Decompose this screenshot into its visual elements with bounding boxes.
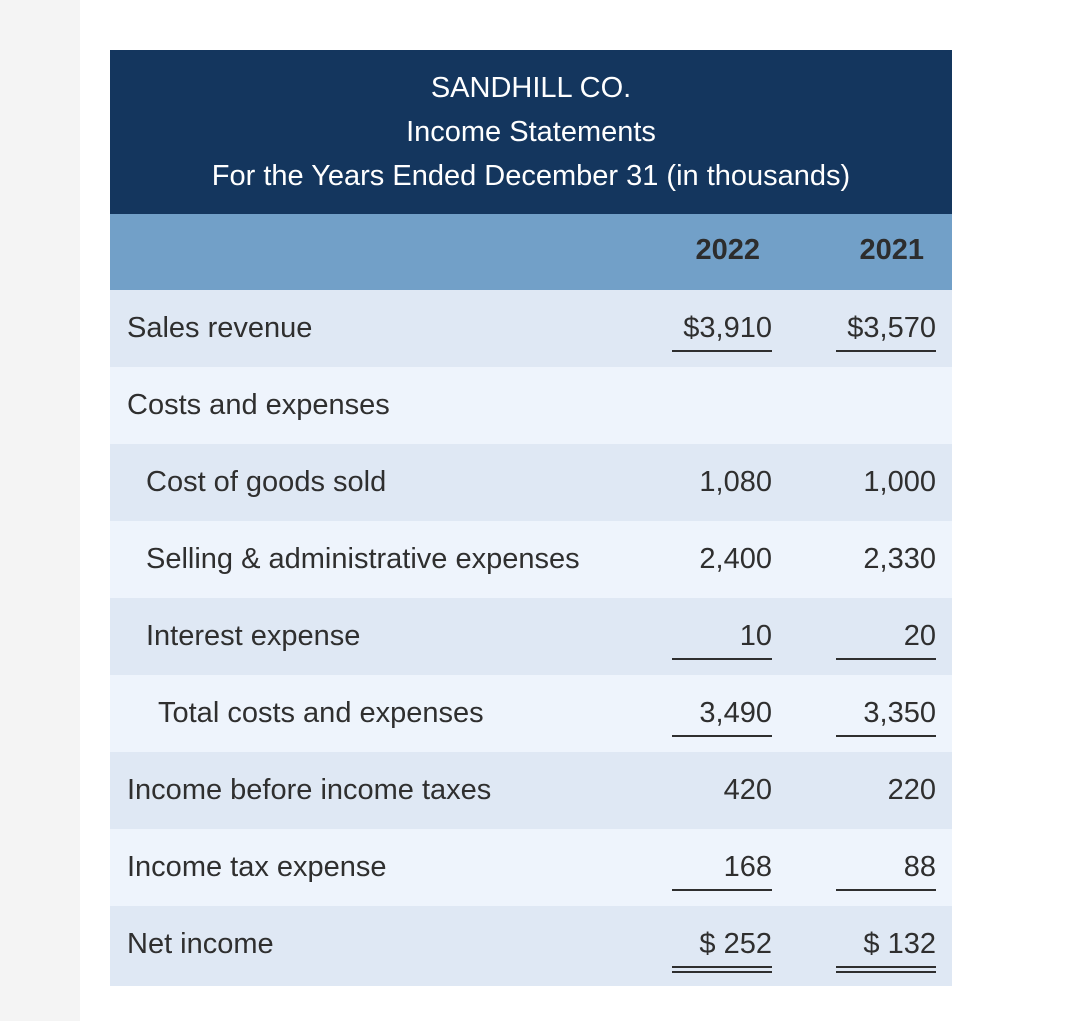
- row-label: Interest expense: [146, 620, 361, 652]
- column-header-row: 2022 2021: [110, 214, 952, 290]
- row-label: Costs and expenses: [127, 389, 390, 421]
- company-name: SANDHILL CO.: [430, 72, 632, 104]
- value-2021: 220: [887, 774, 936, 806]
- value-2022: $3,910: [683, 312, 772, 344]
- table-row: Sales revenue $3,910 $3,570: [110, 290, 952, 367]
- double-underline-rule: [836, 966, 936, 973]
- row-label: Total costs and expenses: [158, 697, 484, 729]
- table-row: Selling & administrative expenses 2,400 …: [110, 521, 952, 598]
- value-2021: 20: [903, 620, 936, 652]
- underline-rule: [836, 889, 936, 891]
- value-2022: 3,490: [699, 697, 772, 729]
- statement-period: For the Years Ended December 31 (in thou…: [211, 160, 851, 192]
- value-2022: 168: [723, 851, 772, 883]
- row-label: Cost of goods sold: [146, 466, 387, 498]
- column-header-2021: 2021: [859, 234, 924, 266]
- statement-title: Income Statements: [406, 116, 656, 148]
- value-2022: 10: [739, 620, 772, 652]
- value-2021: $ 132: [863, 928, 936, 960]
- table-row: Income before income taxes 420 220: [110, 752, 952, 829]
- table-row: Net income $ 252 $ 132: [110, 906, 952, 986]
- underline-rule: [836, 658, 936, 660]
- row-label: Sales revenue: [127, 312, 313, 344]
- row-label: Income before income taxes: [127, 774, 492, 806]
- value-2021: 88: [903, 851, 936, 883]
- value-2022: $ 252: [699, 928, 772, 960]
- statement-header: SANDHILL CO. Income Statements For the Y…: [110, 50, 952, 214]
- income-statement-table: SANDHILL CO. Income Statements For the Y…: [110, 50, 952, 986]
- table-row: Total costs and expenses 3,490 3,350: [110, 675, 952, 752]
- underline-rule: [672, 889, 772, 891]
- value-2022: 1,080: [699, 466, 772, 498]
- underline-rule: [672, 350, 772, 352]
- table-row: Cost of goods sold 1,080 1,000: [110, 444, 952, 521]
- row-label: Net income: [127, 928, 274, 960]
- value-2021: $3,570: [847, 312, 936, 344]
- left-gutter: [0, 0, 80, 1021]
- column-header-2022: 2022: [695, 234, 760, 266]
- value-2022: 420: [723, 774, 772, 806]
- table-row: Income tax expense 168 88: [110, 829, 952, 906]
- underline-rule: [836, 735, 936, 737]
- row-label: Selling & administrative expenses: [146, 543, 580, 575]
- value-2021: 3,350: [863, 697, 936, 729]
- value-2022: 2,400: [699, 543, 772, 575]
- double-underline-rule: [672, 966, 772, 973]
- underline-rule: [836, 350, 936, 352]
- row-label: Income tax expense: [127, 851, 387, 883]
- table-row: Costs and expenses: [110, 367, 952, 444]
- underline-rule: [672, 735, 772, 737]
- underline-rule: [672, 658, 772, 660]
- value-2021: 2,330: [863, 543, 936, 575]
- table-row: Interest expense 10 20: [110, 598, 952, 675]
- value-2021: 1,000: [863, 466, 936, 498]
